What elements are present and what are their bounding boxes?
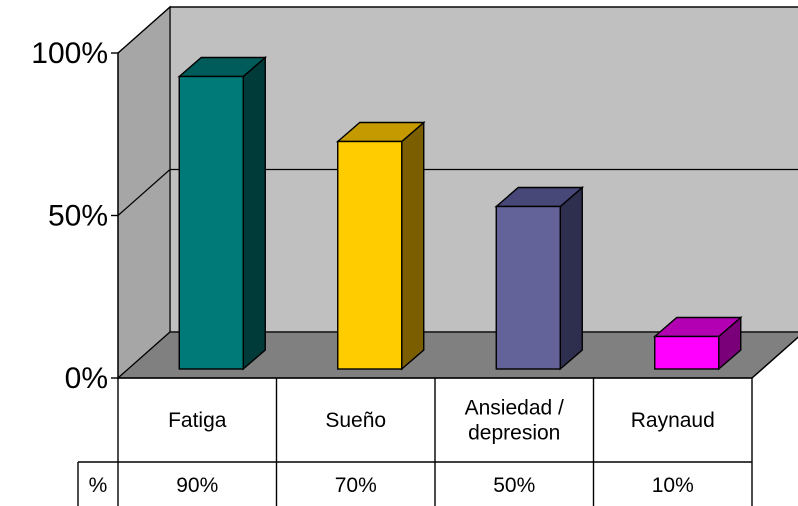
bar-front-face [654, 335, 720, 370]
data-label: 90% [176, 474, 218, 497]
bar-0 [177, 55, 268, 371]
category-label: Raynaud [631, 409, 715, 432]
floor-right-edge [751, 336, 798, 379]
table-row-header: % [89, 474, 108, 497]
y-axis-tick-labels: 0% 50% 100% [31, 37, 119, 395]
data-table: % Fatiga 90% Sueño 70% Ansiedad /depresion 50%… [77, 336, 798, 506]
data-label: 70% [335, 474, 377, 497]
y-tick-label: 100% [31, 37, 108, 70]
category-label: Sueño [325, 409, 386, 432]
bar-side-face [559, 185, 583, 371]
bar-front-face [495, 205, 561, 370]
chart-gridlines [117, 6, 798, 216]
data-label: 10% [652, 474, 694, 497]
bar-side-face [401, 120, 425, 371]
gridline-2 [117, 6, 798, 54]
data-label: 50% [493, 474, 535, 497]
category-label: depresion [468, 422, 560, 445]
y-tick-label: 50% [48, 200, 108, 233]
chart-bars [177, 55, 743, 371]
category-label: Fatiga [168, 409, 227, 432]
gridline-1 [117, 168, 798, 216]
bar-front-face [178, 75, 244, 370]
category-label: Ansiedad / [465, 397, 564, 420]
bar-side-face [242, 55, 266, 371]
bar-front-face [337, 140, 403, 370]
bar-3 [652, 315, 743, 371]
bar-2 [494, 185, 585, 371]
bar-1 [335, 120, 426, 371]
y-tick-label: 0% [65, 362, 108, 395]
